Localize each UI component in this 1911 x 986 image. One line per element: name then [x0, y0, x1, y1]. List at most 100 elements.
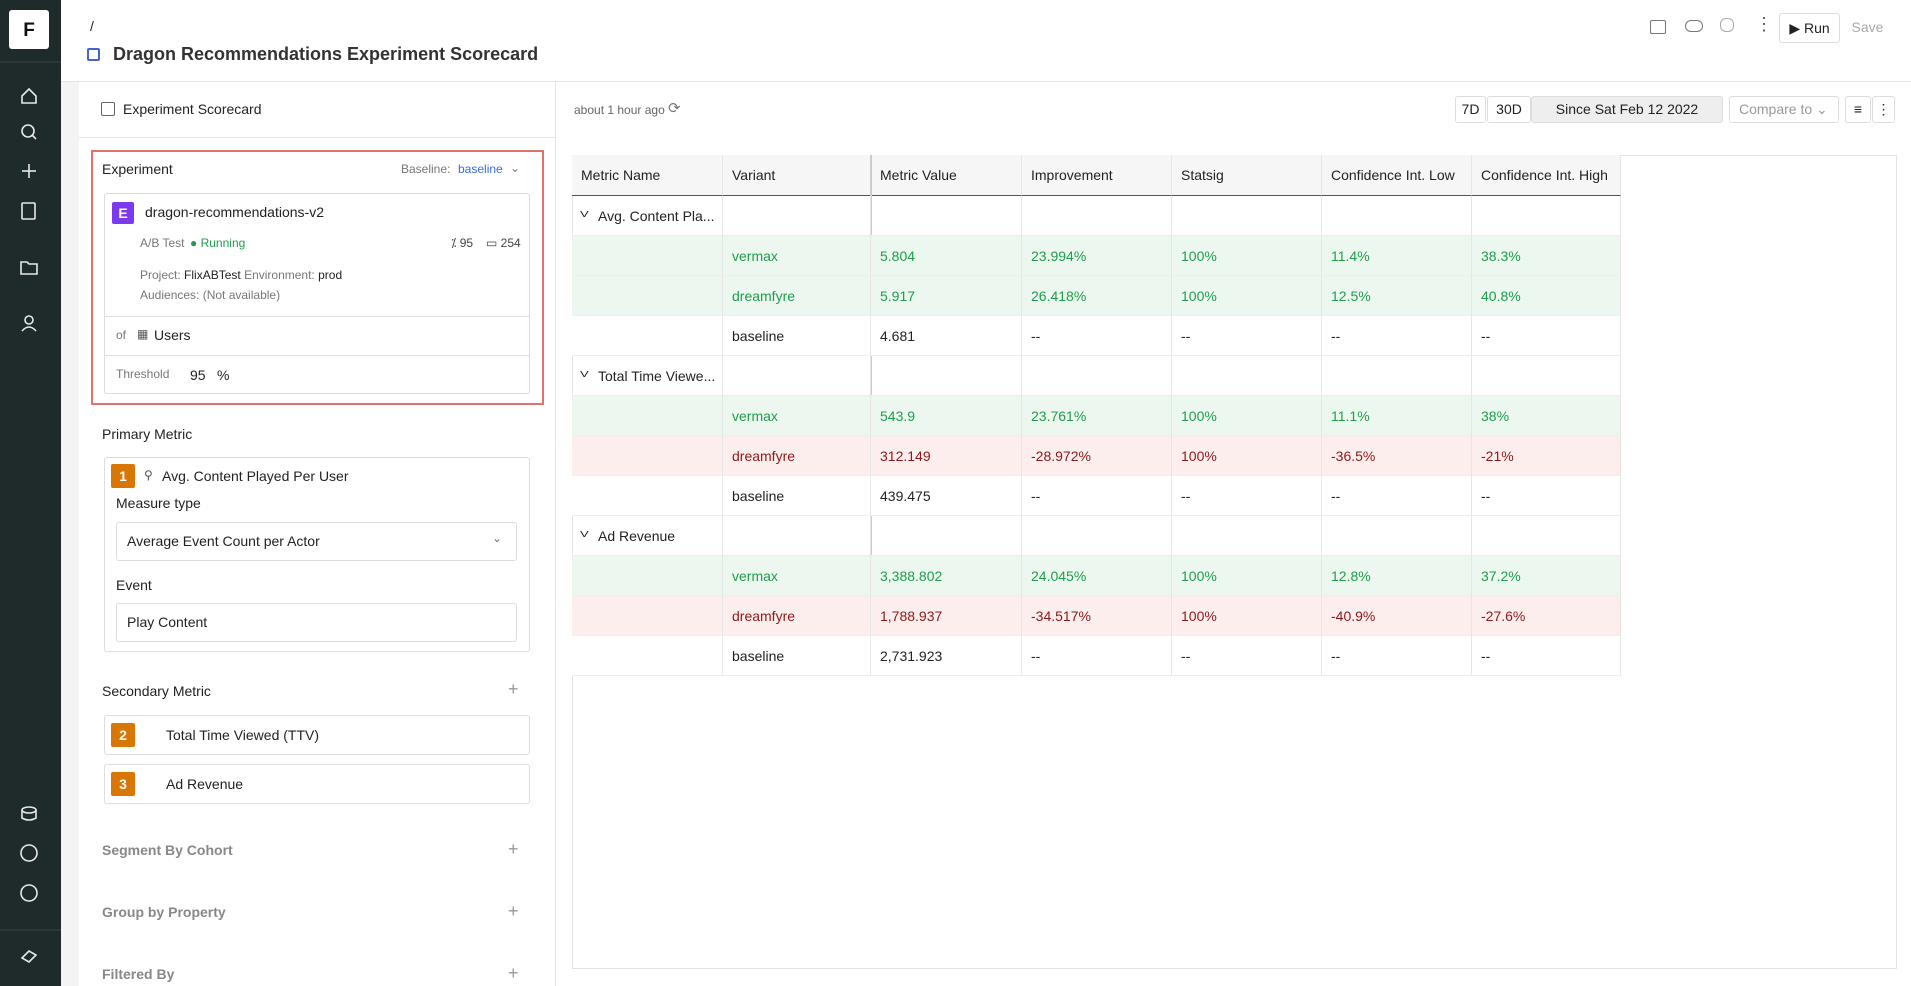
measure-label: Measure type: [116, 495, 201, 511]
empty-cell: [1322, 356, 1472, 396]
sep: [104, 355, 530, 356]
compare-select[interactable]: Compare to ⌄: [1729, 96, 1839, 123]
table-cell: 5.804: [871, 236, 1022, 276]
empty-cell: [1022, 356, 1172, 396]
table-cell: 543.9: [871, 396, 1022, 436]
table-cell: --: [1172, 476, 1322, 516]
share-icon[interactable]: [1720, 18, 1734, 32]
primary-title: Primary Metric: [102, 426, 193, 442]
table-cell: 24.045%: [1022, 556, 1172, 596]
experiment-name: dragon-recommendations-v2: [145, 204, 324, 220]
add-button[interactable]: +: [508, 963, 519, 983]
add-button[interactable]: +: [508, 679, 519, 699]
stat-2: ▭ 254: [486, 236, 521, 250]
project-line: Project: FlixABTest Environment: prod: [140, 267, 342, 283]
table-cell: 38%: [1472, 396, 1621, 436]
header-border: [61, 81, 1911, 82]
stat-1: ⁒ 95: [451, 236, 474, 250]
empty-cell: [1472, 516, 1621, 556]
table-cell: 26.418%: [1022, 276, 1172, 316]
stat-1-value: 95: [459, 236, 474, 250]
table-cell: baseline: [723, 636, 871, 676]
measure-value: Average Event Count per Actor: [127, 533, 320, 549]
table-cell: 11.4%: [1322, 236, 1472, 276]
event-input[interactable]: [116, 603, 517, 642]
env: prod: [318, 268, 343, 282]
table-cell: 100%: [1172, 396, 1322, 436]
table-cell: 2,731.923: [871, 636, 1022, 676]
more-icon[interactable]: ⋮: [1755, 14, 1773, 34]
unit[interactable]: Users: [154, 327, 191, 343]
breadcrumb: /: [90, 18, 94, 34]
table-cell: --: [1322, 316, 1472, 356]
section-title: Filtered By: [102, 966, 175, 982]
table-cell: dreamfyre: [723, 596, 871, 636]
section-title: Group by Property: [102, 904, 226, 920]
secondary-name: Ad Revenue: [166, 776, 244, 792]
column-header: Metric Value: [871, 155, 1022, 196]
range-button[interactable]: Since Sat Feb 12 2022: [1531, 96, 1723, 123]
primary-badge: 1: [111, 464, 135, 488]
table-cell: 40.8%: [1472, 276, 1621, 316]
secondary-badge: 3: [111, 772, 135, 796]
experiment-label: Experiment: [102, 161, 173, 177]
secondary-card: [104, 715, 530, 755]
gutter: [61, 82, 79, 986]
table-cell: 100%: [1172, 276, 1322, 316]
secondary-badge: 2: [111, 723, 135, 747]
range-button[interactable]: 30D: [1487, 96, 1531, 123]
empty-cell: [871, 356, 1022, 396]
table-cell: --: [1472, 476, 1621, 516]
table-cell: --: [1022, 316, 1172, 356]
table-cell: 100%: [1172, 436, 1322, 476]
empty-cell: [871, 516, 1022, 556]
audiences: Audiences: (Not available): [140, 288, 281, 302]
table-cell: --: [1172, 316, 1322, 356]
empty-cell: [871, 196, 1022, 236]
refresh-icon[interactable]: ⟳: [668, 100, 681, 117]
baseline-select[interactable]: baseline: [458, 162, 503, 176]
link-icon[interactable]: [1685, 20, 1703, 32]
experiment-badge: E: [112, 202, 134, 224]
column-header: Statsig: [1172, 155, 1322, 196]
run-button[interactable]: ▶ Run: [1779, 13, 1840, 43]
threshold[interactable]: 95: [190, 367, 206, 383]
add-button[interactable]: +: [508, 839, 519, 859]
table-cell: -21%: [1472, 436, 1621, 476]
empty-cell: [572, 476, 723, 516]
empty-cell: [1172, 516, 1322, 556]
page-title: Dragon Recommendations Experiment Scorec…: [113, 44, 539, 64]
tab-icon: [101, 102, 115, 116]
primary-name: Avg. Content Played Per User: [162, 468, 349, 484]
table-cell: 37.2%: [1472, 556, 1621, 596]
column-header: Improvement: [1022, 155, 1172, 196]
save-button[interactable]: Save: [1851, 19, 1884, 35]
column-header: Confidence Int. High: [1472, 155, 1621, 196]
filter-button[interactable]: ≡: [1845, 96, 1871, 123]
column-header: Confidence Int. Low: [1322, 155, 1472, 196]
expand-chevron: V: [580, 210, 589, 219]
add-button[interactable]: +: [508, 901, 519, 921]
table-cell: 100%: [1172, 236, 1322, 276]
table-cell: 12.8%: [1322, 556, 1472, 596]
baseline-label: Baseline:: [401, 162, 451, 176]
group-cell: Total Time Viewe...: [572, 356, 723, 396]
tab-border: [79, 137, 555, 138]
table-cell: 5.917: [871, 276, 1022, 316]
svg-text:F: F: [23, 20, 35, 41]
comment-icon[interactable]: [1650, 20, 1666, 34]
empty-cell: [1172, 196, 1322, 236]
table-cell: vermax: [723, 396, 871, 436]
empty-cell: [572, 436, 723, 476]
range-button[interactable]: 7D: [1455, 96, 1486, 123]
table-cell: 11.1%: [1322, 396, 1472, 436]
empty-cell: [1322, 516, 1472, 556]
secondary-card: [104, 764, 530, 804]
project-label: Project:: [140, 268, 181, 282]
table-cell: -34.517%: [1022, 596, 1172, 636]
panel-divider: [555, 82, 556, 986]
table-cell: dreamfyre: [723, 276, 871, 316]
measure-select[interactable]: [116, 522, 517, 561]
chevron: ⌄: [510, 161, 521, 175]
menu-button[interactable]: ⋮: [1872, 96, 1895, 123]
